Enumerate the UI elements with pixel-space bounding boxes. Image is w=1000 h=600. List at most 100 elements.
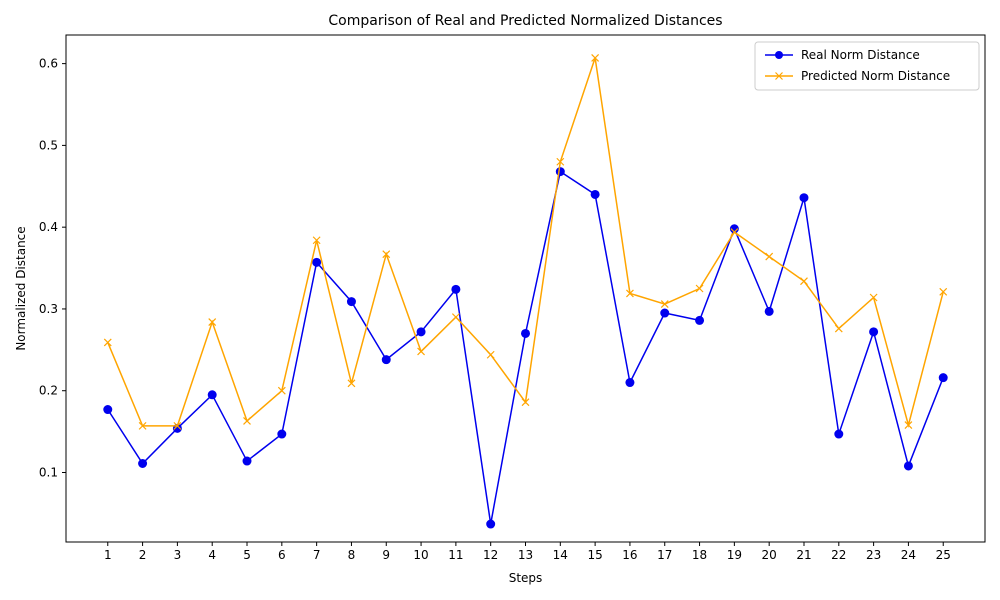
data-point [103,405,113,415]
x-tick-label: 21 [796,548,811,562]
data-point [939,287,948,296]
y-tick-label: 0.4 [39,220,58,234]
y-tick-label: 0.3 [39,302,58,316]
legend-entry: Real Norm Distance [765,48,920,62]
data-point [451,313,460,322]
legend-entry: Predicted Norm Distance [765,69,950,83]
x-tick-label: 10 [413,548,428,562]
data-point [695,284,704,293]
chart-title: Comparison of Real and Predicted Normali… [328,13,722,29]
y-tick-label: 0.1 [39,465,58,479]
x-tick-label: 20 [762,548,777,562]
x-tick-label: 16 [622,548,637,562]
series-line [107,170,944,525]
x-tick-label: 24 [901,548,916,562]
x-tick-label: 5 [243,548,251,562]
data-point [800,277,808,286]
x-tick-label: 18 [692,548,707,562]
data-point [451,284,461,294]
x-tick-label: 22 [831,548,846,562]
data-point [834,324,843,333]
data-point [730,228,739,237]
data-point [242,456,252,466]
data-point [277,429,287,439]
data-point [138,458,148,468]
data-point [626,289,634,298]
data-point [208,318,217,326]
x-tick-label: 11 [448,548,463,562]
data-point [416,327,426,337]
x-tick-label: 13 [518,548,533,562]
data-point [486,350,495,359]
legend-marker [775,72,783,80]
data-point [382,250,391,259]
data-point [625,378,635,388]
x-tick-label: 4 [208,548,216,562]
data-point [799,193,809,203]
data-point [590,189,600,199]
x-tick-label: 12 [483,548,498,562]
data-point [903,461,913,471]
legend-label: Real Norm Distance [801,48,920,62]
data-point [243,417,251,425]
x-tick-label: 9 [382,548,390,562]
x-axis-label: Steps [509,571,543,585]
data-point [521,328,530,338]
data-point [138,421,147,430]
y-axis: 0.1 0.2 0.3 0.4 0.5 0.6 [39,57,66,479]
data-point [869,327,879,337]
data-point [312,236,321,245]
x-tick-label: 25 [936,548,951,562]
plot-area [65,34,986,543]
data-point [660,308,670,318]
data-point [417,347,425,356]
x-tick-label: 2 [139,548,147,562]
data-point [521,398,530,407]
series-line [107,57,944,428]
x-tick-label: 3 [174,548,182,562]
series-1 [103,167,948,529]
x-tick-label: 23 [866,548,881,562]
data-point [834,429,844,439]
x-tick-label: 7 [313,548,321,562]
series-layer [103,53,948,529]
data-point [764,306,774,316]
data-point [346,297,356,307]
data-point [660,300,669,308]
data-point [277,386,286,395]
data-point [381,355,391,365]
data-point [938,373,948,383]
x-tick-label: 19 [727,548,742,562]
x-tick-label: 6 [278,548,286,562]
data-point [765,252,774,261]
data-point [591,53,600,62]
legend: Real Norm Distance Predicted Norm Distanc… [754,41,980,91]
legend-label: Predicted Norm Distance [801,69,950,83]
data-point [695,315,705,325]
data-point [869,293,878,302]
x-tick-label: 14 [553,548,568,562]
x-tick-label: 1 [104,548,112,562]
x-tick-label: 8 [348,548,356,562]
x-axis: 1 2 3 4 5 6 7 8 9 10 11 12 13 14 15 16 17 18 19 20 21 22 23 24 2… [104,542,951,562]
y-tick-label: 0.2 [39,384,58,398]
data-point [312,257,322,267]
data-point [556,157,565,166]
series-2 [103,53,948,430]
data-point [103,338,112,347]
y-tick-label: 0.5 [39,138,58,152]
data-point [207,390,217,400]
x-tick-label: 15 [587,548,602,562]
data-point [904,421,913,429]
legend-marker [775,51,783,59]
data-point [555,167,565,177]
y-tick-label: 0.6 [39,57,58,71]
data-point [347,379,356,388]
data-point [173,421,182,430]
y-axis-label: Normalized Distance [14,226,28,350]
plot-frame [65,34,986,543]
x-tick-label: 17 [657,548,672,562]
data-point [486,519,496,529]
legend-box [754,41,980,91]
